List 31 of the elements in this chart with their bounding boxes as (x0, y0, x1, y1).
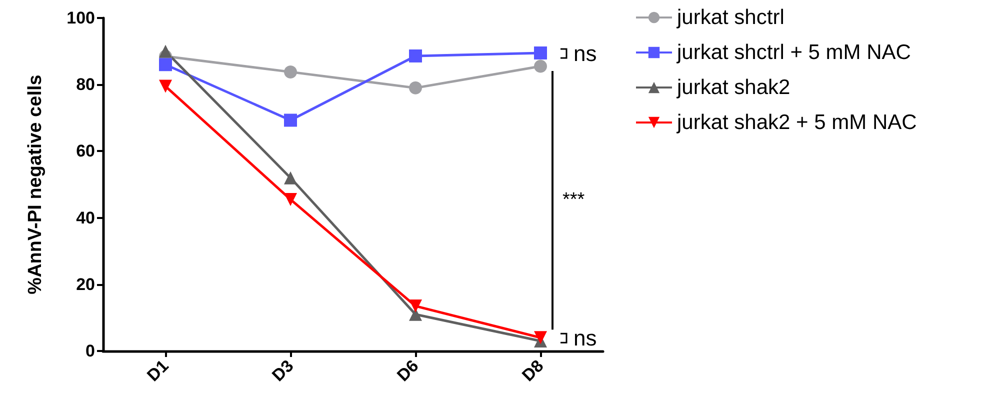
y-tick-label: 100 (66, 8, 95, 28)
y-tick-label: 60 (76, 142, 95, 161)
point (284, 114, 297, 127)
legend-label: jurkat shak2 + 5 mM NAC (676, 111, 917, 134)
y-tick-label: 40 (76, 208, 95, 228)
point (159, 44, 172, 58)
point (284, 65, 297, 78)
y-tick-label: 20 (76, 274, 95, 294)
point (534, 331, 547, 344)
point (159, 58, 172, 72)
point (534, 46, 547, 60)
point (159, 80, 172, 93)
point (534, 60, 547, 73)
y-tick-label: 0 (86, 342, 95, 360)
annotation: ns (574, 326, 597, 351)
point (284, 192, 297, 206)
point (284, 171, 297, 184)
point (409, 300, 422, 313)
legend-label: jurkat shctrl + 5 mM NAC (676, 41, 911, 64)
legend-label: jurkat shak2 (676, 76, 790, 99)
y-tick-label: 80 (76, 75, 95, 94)
x-tick-label: D3 (268, 356, 298, 386)
legend-label: jurkat shctrl (676, 6, 784, 29)
x-tick-label: D6 (393, 356, 422, 386)
y-axis-title: %AnnV-PI negative cells (25, 74, 46, 294)
annotation: ns (574, 40, 597, 66)
point (409, 49, 422, 62)
point (409, 81, 422, 94)
x-tick-label: D1 (143, 356, 172, 386)
annotation: *** (562, 189, 586, 210)
x-tick-label: D8 (518, 356, 548, 386)
